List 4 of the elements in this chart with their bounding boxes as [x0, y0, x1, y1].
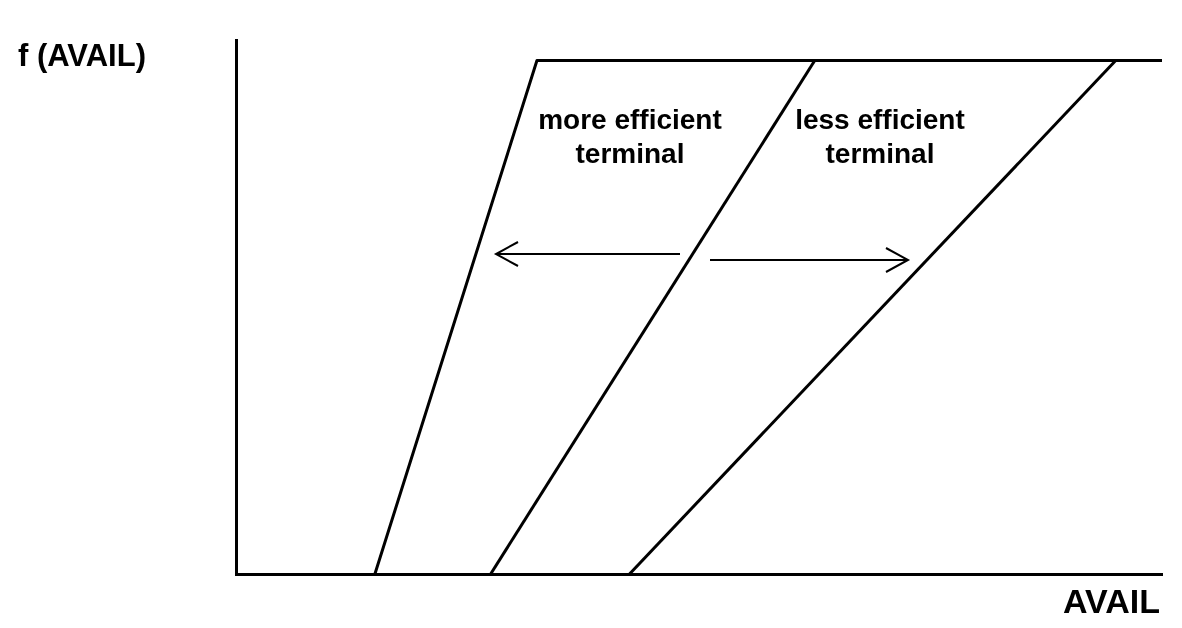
y-axis-title: f (AVAIL) — [18, 38, 146, 74]
annotation: less efficient terminal — [794, 103, 966, 171]
x-axis-title: AVAIL — [1063, 582, 1160, 621]
annotation: more efficient terminal — [537, 103, 723, 171]
